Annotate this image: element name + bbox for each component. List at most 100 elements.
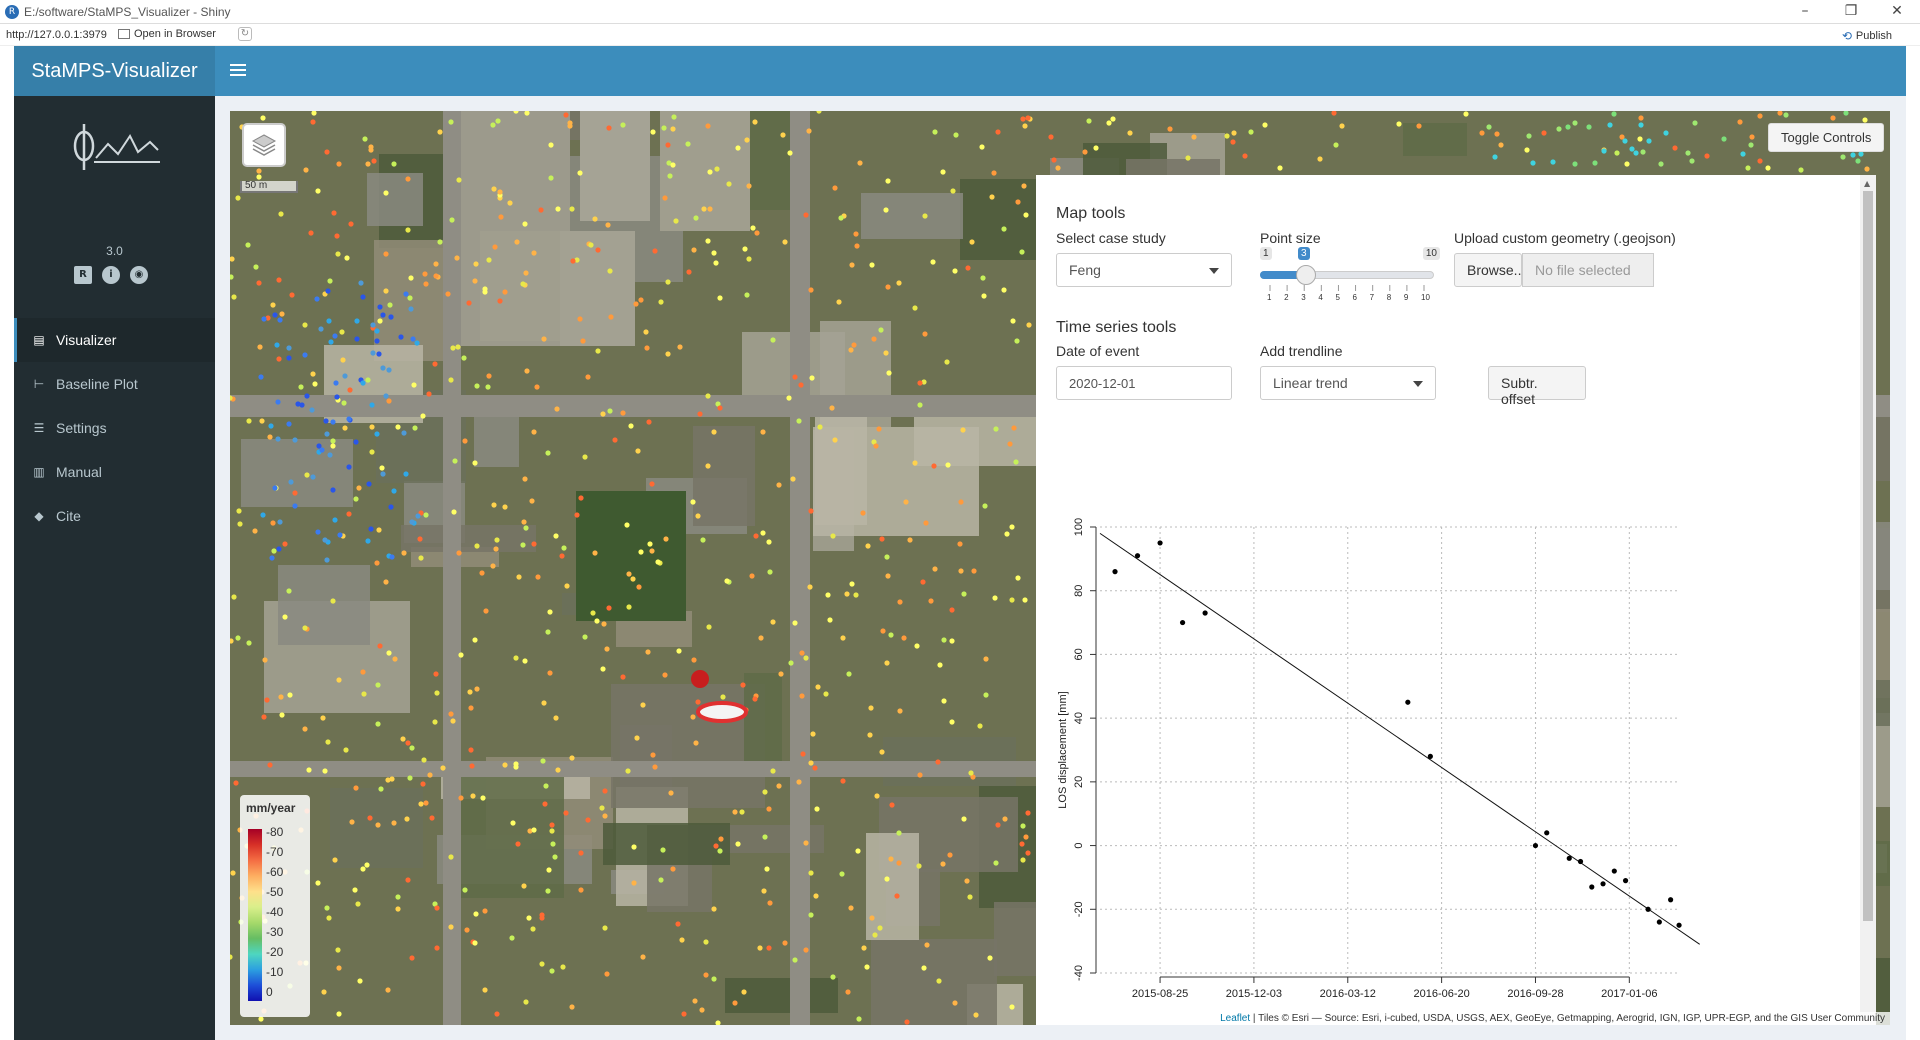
sidebar-item-label: Settings <box>56 420 107 436</box>
data-point <box>1645 906 1651 912</box>
data-point <box>1427 753 1433 759</box>
data-point <box>1202 610 1208 616</box>
orcid-icon[interactable]: i <box>102 266 120 284</box>
y-tick-label: -20 <box>1073 901 1085 917</box>
data-point <box>1668 897 1674 903</box>
slider-tick-label: 10 <box>1421 293 1430 302</box>
legend-label: -80 <box>266 825 284 839</box>
sidebar-menu: ▤ Visualizer ⊢ Baseline Plot ☰ Settings … <box>14 318 215 538</box>
trendline-label: Add trendline <box>1260 343 1343 359</box>
case-study-value: Feng <box>1069 262 1101 278</box>
slider-handle[interactable] <box>1296 265 1316 285</box>
slider-tick-labels: 1 2 3 4 5 6 7 8 9 10 <box>1260 293 1434 305</box>
sidebar-toggle-icon[interactable] <box>230 61 246 81</box>
map-tools-title: Map tools <box>1056 205 1126 222</box>
publish-label: Publish <box>1855 30 1892 42</box>
book-icon: ▥ <box>33 465 45 479</box>
researchgate-icon[interactable]: R <box>74 266 92 284</box>
close-icon[interactable]: ✕ <box>1891 3 1903 19</box>
data-point <box>1566 855 1572 861</box>
sitemap-icon: ⊢ <box>33 377 45 391</box>
graduation-cap-icon: ◆ <box>34 509 44 523</box>
layers-control-button[interactable] <box>242 123 286 167</box>
app-logo-title[interactable]: StaMPS-Visualizer <box>14 46 215 96</box>
version-label: 3.0 <box>106 244 123 258</box>
y-tick-label: 100 <box>1073 518 1085 536</box>
point-size-slider[interactable]: 1 3 10 1 2 3 4 5 6 7 8 9 10 <box>1260 247 1440 307</box>
time-series-tools-title: Time series tools <box>1056 319 1177 336</box>
map-scale-bar: 50 m <box>240 181 298 193</box>
scroll-up-icon[interactable]: ▲ <box>1864 179 1871 188</box>
open-in-browser-button[interactable]: Open in Browser <box>118 28 216 40</box>
window-controls: – ❐ ✕ <box>1782 0 1920 24</box>
data-point <box>1622 878 1629 884</box>
sidebar-links: R i ◉ <box>74 266 148 284</box>
legend-label: -30 <box>266 925 284 939</box>
legend-label: -40 <box>266 905 284 919</box>
stamps-logo-icon <box>73 124 160 170</box>
sidebar-item-visualizer[interactable]: ▤ Visualizer <box>14 318 215 362</box>
slider-min-label: 1 <box>1260 247 1272 260</box>
data-point <box>1600 881 1606 887</box>
sidebar-item-cite[interactable]: ◆ Cite <box>14 494 215 538</box>
sidebar-item-label: Manual <box>56 464 102 480</box>
case-study-select[interactable]: Feng <box>1056 253 1232 287</box>
date-of-event-label: Date of event <box>1056 343 1140 359</box>
linear-trendline <box>1099 532 1700 945</box>
slider-tick-label: 2 <box>1284 293 1289 302</box>
y-tick-label: 20 <box>1073 776 1085 788</box>
sidebar-item-manual[interactable]: ▥ Manual <box>14 450 215 494</box>
sidebar-item-baseline-plot[interactable]: ⊢ Baseline Plot <box>14 362 215 406</box>
data-point <box>1577 858 1584 865</box>
legend-labels: -80 -70 -60 -50 -40 -30 -20 -10 0 <box>266 825 306 1005</box>
publish-button[interactable]: ⟲ Publish <box>1842 29 1892 43</box>
data-point <box>1157 540 1163 546</box>
subtract-offset-button[interactable]: Subtr. offset <box>1488 366 1586 407</box>
leaflet-map[interactable]: 50 m mm/year -80 -70 -60 -50 -40 -30 -20… <box>230 111 1890 1025</box>
trendline-select[interactable]: Linear trend <box>1260 366 1436 400</box>
chevron-down-icon <box>1209 268 1219 274</box>
legend-label: -60 <box>266 865 284 879</box>
y-tick-label: 0 <box>1073 843 1085 849</box>
point-size-label: Point size <box>1260 230 1321 246</box>
map-icon: ▤ <box>33 333 45 347</box>
window-title: E:/software/StaMPS_Visualizer - Shiny <box>24 5 231 19</box>
time-series-chart: 100 80 60 40 20 0 -20 -40 2015-08-25 2015-12-03 20… <box>1057 518 1700 1000</box>
attribution-text: | Tiles © Esri — Source: Esri, i-cubed, … <box>1250 1013 1885 1024</box>
maximize-icon[interactable]: ❐ <box>1844 3 1858 19</box>
data-point <box>1676 922 1682 928</box>
y-axis-label: LOS displacement [mm] <box>1057 691 1069 808</box>
slider-tick-label: 8 <box>1386 293 1392 302</box>
case-study-label: Select case study <box>1056 230 1166 246</box>
data-point <box>1544 830 1550 836</box>
data-point <box>1179 619 1186 626</box>
slider-tick-label: 3 <box>1301 293 1306 302</box>
scrollbar-thumb[interactable] <box>1863 191 1873 921</box>
github-icon[interactable]: ◉ <box>130 266 148 284</box>
sidebar-item-settings[interactable]: ☰ Settings <box>14 406 215 450</box>
sidebar-item-label: Visualizer <box>56 332 117 348</box>
panel-scrollbar[interactable]: ▲ <box>1860 175 1876 1025</box>
slider-value-label: 3 <box>1298 247 1310 260</box>
slider-tick-label: 9 <box>1403 293 1409 302</box>
layers-icon <box>251 134 277 156</box>
sidebar: 3.0 R i ◉ ▤ Visualizer ⊢ Baseline Plot ☰… <box>14 96 215 1040</box>
browse-button[interactable]: Browse... <box>1454 253 1525 287</box>
legend-color-ramp <box>248 829 262 1001</box>
slider-ticks <box>1269 285 1425 291</box>
file-name-field[interactable]: No file selected <box>1522 253 1654 287</box>
y-tick-label: -40 <box>1073 965 1085 981</box>
x-tick-label: 2016-03-12 <box>1320 988 1376 1000</box>
data-point <box>1532 842 1539 849</box>
refresh-icon[interactable]: ↻ <box>238 27 252 41</box>
minimize-icon[interactable]: – <box>1801 3 1809 19</box>
upload-label: Upload custom geometry (.geojson) <box>1454 230 1676 246</box>
chevron-down-icon <box>1413 381 1423 387</box>
date-of-event-input[interactable]: 2020-12-01 <box>1056 366 1232 400</box>
slider-tick-label: 7 <box>1369 293 1375 302</box>
toggle-controls-button[interactable]: Toggle Controls <box>1768 123 1885 152</box>
leaflet-link[interactable]: Leaflet <box>1220 1013 1251 1024</box>
data-point <box>1611 868 1617 874</box>
main-header: StaMPS-Visualizer <box>14 46 1906 96</box>
legend-label: -20 <box>266 945 284 959</box>
